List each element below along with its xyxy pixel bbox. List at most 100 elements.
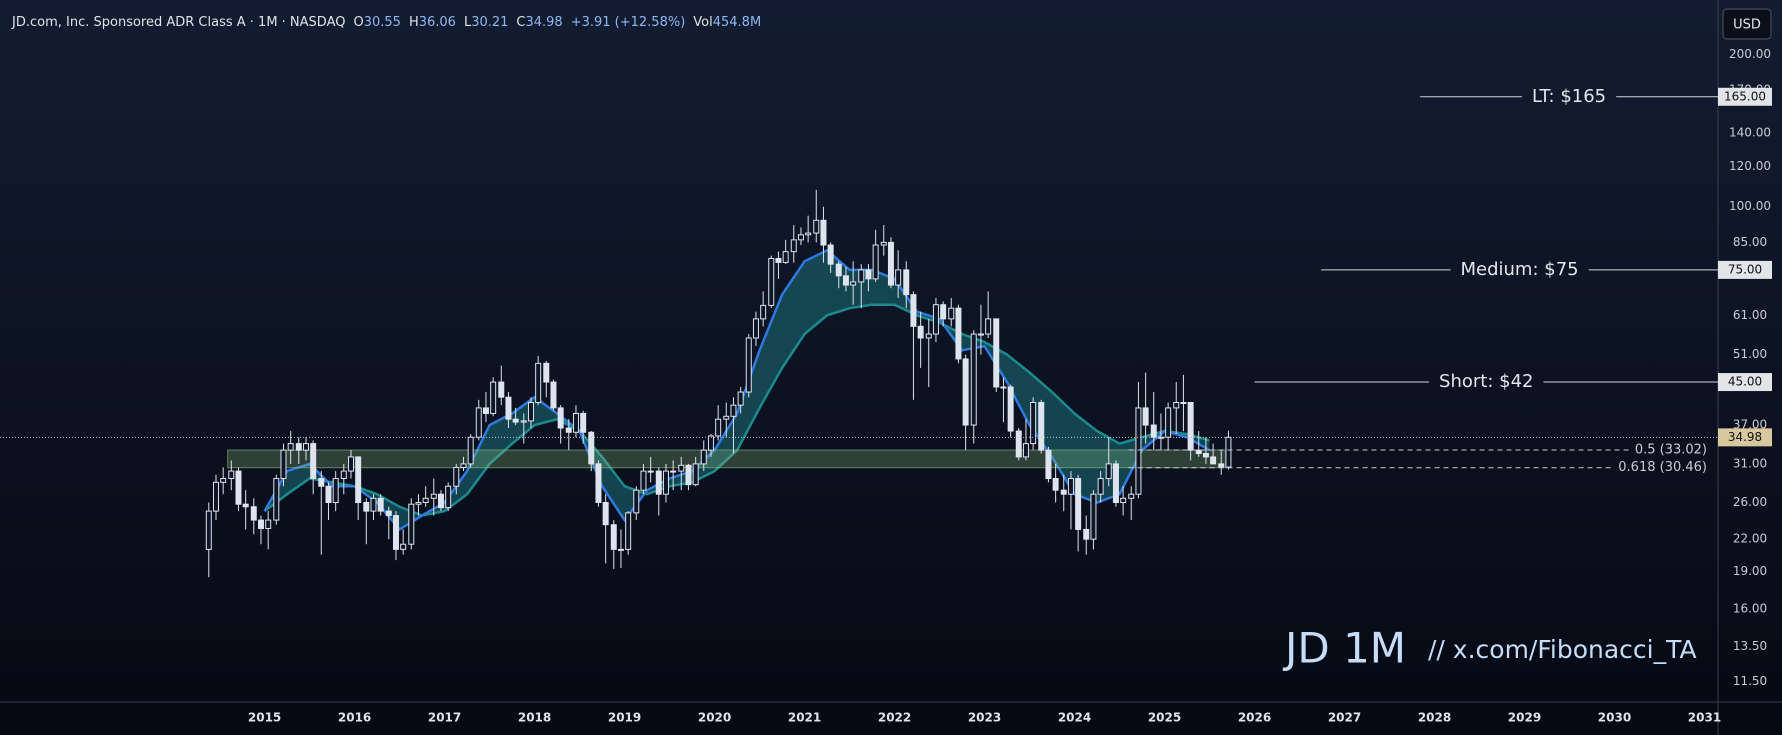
candle-body	[445, 485, 452, 509]
ohlc-key: L	[464, 15, 472, 30]
candle-body	[850, 281, 857, 286]
candle-body	[820, 219, 827, 246]
candle-body	[318, 478, 325, 487]
candle-body	[925, 333, 932, 339]
candle-body	[565, 427, 572, 433]
candle-body	[1060, 489, 1067, 495]
candle-body	[895, 269, 902, 286]
candle-body	[1075, 478, 1082, 530]
low-value: 30.21	[471, 15, 508, 30]
candle-body	[1187, 401, 1194, 451]
candle-body	[707, 435, 714, 451]
x-tick-label: 2020	[698, 711, 731, 725]
candle-body	[948, 307, 955, 320]
fib-zone	[227, 449, 1229, 469]
candle-body	[527, 401, 534, 422]
candle-body	[557, 407, 564, 429]
candle-body	[760, 304, 767, 320]
candle-body	[370, 497, 377, 512]
x-tick-label: 2024	[1058, 711, 1091, 725]
candle-body	[257, 519, 264, 529]
candle-body	[1150, 424, 1157, 438]
candle-body	[917, 325, 924, 339]
candle-body	[692, 463, 699, 486]
candle-body	[287, 443, 294, 451]
candle-body	[1045, 449, 1052, 480]
candle-body	[835, 263, 842, 277]
target-label: Short: $42	[1439, 371, 1533, 392]
candle-body	[408, 503, 415, 545]
candle-body	[400, 543, 407, 550]
symbol-title: JD.com, Inc. Sponsored ADR Class A · 1M …	[11, 15, 345, 30]
candle-body	[228, 470, 235, 480]
x-tick-label: 2023	[968, 711, 1001, 725]
candle-body	[782, 251, 789, 263]
currency-label[interactable]: USD	[1733, 18, 1761, 33]
ohlc-key: O	[353, 15, 363, 30]
candle-body	[302, 443, 309, 451]
candle-body	[985, 318, 992, 335]
candle-body	[678, 464, 685, 472]
target-price-label: 75.00	[1728, 262, 1762, 276]
target-label: LT: $165	[1532, 86, 1606, 107]
volume-key: Vol	[693, 15, 712, 30]
fib-label: 0.5 (33.02)	[1635, 443, 1707, 458]
candle-body	[1000, 386, 1007, 389]
candle-body	[685, 464, 692, 486]
change: +3.91 (+12.58%)	[571, 15, 686, 30]
volume-value: 454.8M	[713, 15, 761, 30]
candle-body	[790, 239, 797, 253]
y-tick-label: 11.50	[1733, 674, 1767, 688]
candle-body	[655, 470, 662, 495]
candle-body	[332, 478, 339, 503]
open-value: 30.55	[364, 15, 401, 30]
last-price-box	[1718, 428, 1772, 447]
candle-body	[932, 304, 939, 335]
y-tick-label: 22.00	[1733, 532, 1767, 546]
candle-body	[1142, 407, 1149, 426]
candle-body	[1038, 401, 1045, 451]
candle-body	[1022, 443, 1029, 458]
ohlc-key: C	[516, 15, 525, 30]
candle-body	[1128, 493, 1135, 499]
candle-body	[617, 548, 624, 551]
candle-body	[1202, 453, 1209, 458]
ribbon-line	[263, 248, 1211, 532]
candle-body	[1007, 386, 1014, 432]
candle-body	[813, 219, 820, 234]
y-tick-label: 16.00	[1733, 602, 1767, 616]
currency-button[interactable]	[1722, 8, 1772, 40]
candle-body	[363, 501, 370, 512]
candle-body	[737, 391, 744, 406]
candle-body	[880, 241, 887, 246]
x-tick-label: 2018	[518, 711, 551, 725]
x-tick-label: 2027	[1328, 711, 1361, 725]
watermark: JD 1M	[1282, 624, 1406, 673]
candle-body	[858, 269, 865, 283]
candle-body	[580, 412, 587, 433]
candle-body	[610, 524, 617, 550]
header: JD.com, Inc. Sponsored ADR Class A · 1M …	[11, 15, 761, 30]
candle-body	[430, 493, 437, 499]
y-tick-label: 85.00	[1733, 235, 1767, 249]
candle-body	[872, 244, 879, 280]
candle-body	[977, 333, 984, 336]
candle-body	[1052, 478, 1059, 491]
candle-body	[242, 503, 249, 508]
candle-body	[662, 470, 669, 495]
candle-body	[325, 485, 332, 503]
candle-body	[1225, 436, 1232, 468]
candle-body	[1097, 478, 1104, 495]
candle-body	[520, 420, 527, 423]
x-tick-label: 2015	[248, 711, 281, 725]
x-tick-label: 2022	[878, 711, 911, 725]
candle-body	[295, 443, 302, 451]
candle-body	[1067, 478, 1074, 495]
target-price-box	[1718, 87, 1772, 106]
y-tick-label: 19.00	[1733, 564, 1767, 578]
candle-body	[602, 501, 609, 526]
target-price-label: 165.00	[1724, 89, 1766, 103]
y-tick-label: 200.00	[1729, 47, 1771, 61]
candle-body	[805, 232, 812, 236]
